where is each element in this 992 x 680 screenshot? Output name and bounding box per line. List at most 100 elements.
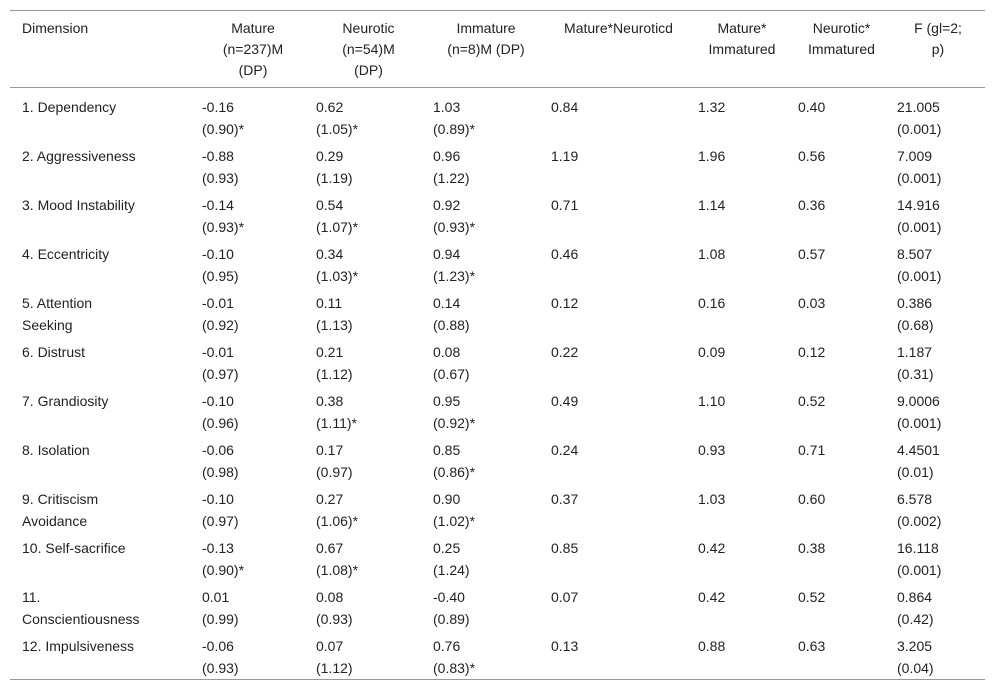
cell-line: 1.96 (698, 148, 726, 164)
cell-line: 4.4501 (897, 442, 940, 458)
value-cell: 14.916 (0.001) (891, 189, 985, 238)
table-header: Dimension Mature (n=237)M (DP) Neurotic (n=54… (10, 10, 985, 88)
value-cell: 0.29 (1.19) (310, 140, 427, 189)
cell-line: 0.42 (698, 589, 726, 605)
cell-line: (1.13) (316, 317, 353, 333)
cell-line: -0.10 (202, 393, 234, 409)
cell-line: (0.86)* (433, 464, 476, 480)
cell-line: (0.001) (897, 121, 942, 137)
cell-line: 0.71 (551, 197, 579, 213)
dimension-cell: 12. Impulsiveness (10, 630, 196, 680)
cell-line: 0.38 (316, 393, 344, 409)
cell-line: (0.97) (202, 366, 239, 382)
cell-line: 0.09 (698, 344, 726, 360)
cell-line: (0.96) (202, 415, 239, 431)
cell-line: (0.88) (433, 317, 470, 333)
cell-line: (0.90)* (202, 562, 245, 578)
dimension-cell: 2. Aggressiveness (10, 140, 196, 189)
cell-line: (0.002) (897, 513, 942, 529)
cell-line: 0.56 (798, 148, 826, 164)
cell-line: 0.85 (433, 442, 461, 458)
cell-line: -0.10 (202, 246, 234, 262)
dimension-cell: 8. Isolation (10, 434, 196, 483)
cell-line: 0.67 (316, 540, 344, 556)
cell-line: Neurotic* (812, 20, 871, 36)
value-cell: 0.52 (792, 385, 891, 434)
table-row: 7. Grandiosity -0.10 (0.96) 0.38 (1.11)* 0.95… (10, 385, 985, 434)
cell-line: (n=8)M (DP) (447, 41, 525, 57)
cell-line: Dimension (22, 20, 89, 36)
value-cell: 0.49 (545, 385, 692, 434)
value-cell: 0.22 (545, 336, 692, 385)
value-cell: 0.40 (792, 88, 891, 141)
cell-line: -0.88 (202, 148, 234, 164)
value-cell: 0.85 (545, 532, 692, 581)
dimension-cell: 6. Distrust (10, 336, 196, 385)
value-cell: 1.32 (692, 88, 792, 141)
value-cell: 0.21 (1.12) (310, 336, 427, 385)
cell-line: 0.11 (316, 295, 343, 311)
cell-line: p) (931, 41, 945, 57)
cell-line: 0.60 (798, 491, 826, 507)
value-cell: 0.864 (0.42) (891, 581, 985, 630)
cell-line: 1.03 (698, 491, 726, 507)
cell-line: -0.16 (202, 99, 234, 115)
value-cell: -0.10 (0.96) (196, 385, 310, 434)
cell-line: (0.99) (202, 611, 239, 627)
cell-line: -0.01 (202, 344, 234, 360)
value-cell: 0.63 (792, 630, 891, 680)
value-cell: -0.01 (0.92) (196, 287, 310, 336)
value-cell: 6.578 (0.002) (891, 483, 985, 532)
value-cell: 1.08 (692, 238, 792, 287)
value-cell: 0.54 (1.07)* (310, 189, 427, 238)
value-cell: 0.11 (1.13) (310, 287, 427, 336)
value-cell: 21.005 (0.001) (891, 88, 985, 141)
value-cell: 0.08 (0.93) (310, 581, 427, 630)
cell-line: 7. Grandiosity (22, 393, 109, 409)
table-row: 8. Isolation -0.06 (0.98) 0.17 (0.97) 0.85 (0.… (10, 434, 985, 483)
cell-line: (0.31) (897, 366, 934, 382)
cell-line: (0.83)* (433, 660, 476, 676)
cell-line: 0.84 (551, 99, 579, 115)
cell-line: Immature (456, 20, 516, 36)
dimension-cell: 5. Attention Seeking (10, 287, 196, 336)
cell-line: (1.08)* (316, 562, 359, 578)
cell-line: (1.03)* (316, 268, 359, 284)
cell-line: 0.386 (897, 295, 933, 311)
cell-line: Neurotic (342, 20, 395, 36)
cell-line: 0.52 (798, 589, 826, 605)
value-cell: 0.62 (1.05)* (310, 88, 427, 141)
cell-line: 0.52 (798, 393, 826, 409)
dimension-cell: 7. Grandiosity (10, 385, 196, 434)
cell-line: (0.67) (433, 366, 470, 382)
value-cell: 4.4501 (0.01) (891, 434, 985, 483)
header-cell: Mature (n=237)M (DP) (196, 11, 310, 88)
cell-line: F (gl=2; (914, 20, 962, 36)
cell-line: (0.42) (897, 611, 934, 627)
cell-line: (0.01) (897, 464, 934, 480)
value-cell: 9.0006 (0.001) (891, 385, 985, 434)
cell-line: 0.29 (316, 148, 344, 164)
cell-line: 0.17 (316, 442, 344, 458)
value-cell: -0.10 (0.97) (196, 483, 310, 532)
cell-line: 0.03 (798, 295, 826, 311)
table-row: 4. Eccentricity -0.10 (0.95) 0.34 (1.03)* 0.9… (10, 238, 985, 287)
value-cell: 1.14 (692, 189, 792, 238)
value-cell: 0.37 (545, 483, 692, 532)
cell-line: 3.205 (897, 638, 933, 654)
cell-line: (0.95) (202, 268, 239, 284)
value-cell: 1.187 (0.31) (891, 336, 985, 385)
cell-line: 0.24 (551, 442, 579, 458)
value-cell: 0.95 (0.92)* (427, 385, 545, 434)
header-cell: Mature*Neuroticd (545, 11, 692, 88)
value-cell: 0.386 (0.68) (891, 287, 985, 336)
cell-line: 9.0006 (897, 393, 940, 409)
value-cell: -0.10 (0.95) (196, 238, 310, 287)
cell-line: (0.97) (316, 464, 353, 480)
dimension-cell: 1. Dependency (10, 88, 196, 141)
value-cell: 0.67 (1.08)* (310, 532, 427, 581)
cell-line: 0.37 (551, 491, 579, 507)
cell-line: (n=54)M (342, 41, 395, 57)
cell-line: (1.07)* (316, 219, 359, 235)
value-cell: 1.19 (545, 140, 692, 189)
